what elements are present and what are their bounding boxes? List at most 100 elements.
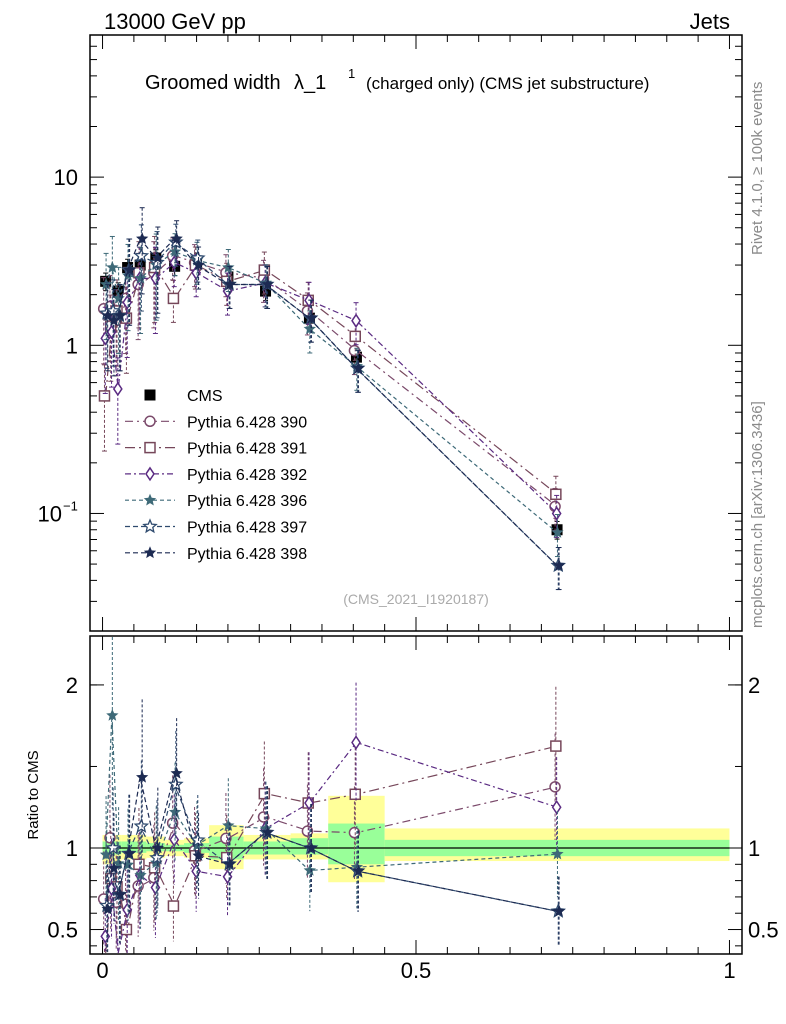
chart-title-main: Groomed width	[145, 72, 281, 94]
chart-title-rest: (charged only) (CMS jet substructure)	[366, 74, 649, 93]
ratio-point	[258, 787, 271, 800]
ratio-point	[123, 847, 136, 859]
ratio-ytick-label-right: 1	[748, 836, 760, 861]
main-panel-frame	[89, 34, 743, 632]
ratio-xtick-label: 0.5	[401, 958, 432, 983]
data-point	[133, 247, 150, 263]
ratio-ytick-label-left: 0.5	[47, 918, 78, 943]
data-point	[192, 258, 205, 271]
data-point	[223, 278, 237, 290]
data-point	[167, 292, 180, 305]
ratio-point	[189, 831, 206, 847]
ratio-xtick-label: 1	[723, 958, 735, 983]
ratio-point	[349, 788, 361, 801]
ratio-point	[104, 832, 116, 844]
chart-title-superscript: 1	[348, 66, 355, 81]
ratio-point	[168, 776, 184, 792]
ratio-point	[105, 839, 121, 855]
series-5	[99, 223, 566, 591]
data-point	[101, 309, 114, 321]
ratio-point	[120, 923, 133, 936]
ratio-point	[305, 841, 318, 854]
ratio-point	[106, 709, 119, 721]
ratio-point	[151, 841, 164, 854]
ratio-point	[150, 856, 163, 869]
ratio-series	[97, 637, 566, 954]
ratio-point	[549, 781, 561, 793]
data-point	[170, 232, 183, 244]
data-point	[151, 251, 164, 264]
legend-label: Pythia 6.428 397	[187, 520, 307, 537]
series-3	[100, 244, 562, 538]
data-point	[149, 254, 165, 270]
ratio-point	[149, 849, 165, 865]
data-point	[351, 313, 361, 329]
ratio-ytick-label-left: 2	[66, 673, 78, 698]
data-point	[350, 351, 362, 363]
ratio-point	[99, 848, 113, 861]
data-point	[98, 390, 111, 402]
band-inner-1	[121, 841, 147, 853]
data-point	[106, 261, 119, 273]
chart-title-symbol: λ_1	[294, 72, 326, 94]
legend-label: Pythia 6.428 391	[187, 441, 307, 458]
ratio-point	[301, 825, 314, 837]
ratio-point	[101, 902, 114, 915]
legend-marker	[145, 466, 155, 482]
data-point	[107, 314, 121, 326]
ratio-point	[136, 770, 149, 783]
main-ytick-label: 10	[38, 501, 62, 526]
ratio-point	[107, 861, 121, 874]
data-point	[136, 232, 149, 244]
legend: CMS Pythia 6.428 390 Pythia 6.428 391 Pythi…	[125, 388, 307, 563]
ratio-point	[352, 864, 365, 877]
ratio-point	[223, 857, 237, 870]
side-label-top: Rivet 4.1.0, ≥ 100k events	[749, 82, 766, 255]
data-point	[99, 278, 113, 290]
legend-marker	[144, 415, 156, 428]
ratio-point	[551, 847, 564, 860]
ratio-y-label: Ratio to CMS	[25, 750, 42, 839]
data-point	[123, 263, 136, 276]
ratio-point	[190, 838, 204, 851]
ratio-point	[550, 740, 562, 752]
data-point	[551, 526, 564, 538]
data-point	[305, 311, 318, 324]
ratio-point	[261, 826, 274, 838]
energy-label: 13000 GeV pp	[104, 9, 246, 34]
data-point	[112, 291, 125, 304]
ratio-point	[133, 818, 150, 833]
legend-label: Pythia 6.428 396	[187, 493, 307, 510]
ratio-xtick-label: 0	[96, 958, 108, 983]
main-ytick-exponent: −1	[63, 498, 78, 513]
main-ytick-label: 1	[66, 333, 78, 358]
ratio-point	[114, 888, 127, 900]
chart-title: Groomed width λ_1 1 (charged only) (CMS …	[145, 66, 649, 94]
data-point	[349, 330, 361, 343]
ratio-point	[551, 799, 562, 815]
ratio-point	[222, 819, 235, 831]
data-point	[121, 269, 135, 281]
ratio-point	[303, 864, 316, 876]
legend-label: Pythia 6.428 398	[187, 546, 307, 563]
legend-marker	[143, 493, 157, 506]
series-4	[99, 233, 564, 558]
legend-marker	[143, 546, 157, 559]
legend-marker	[144, 389, 156, 401]
legend-label: Pythia 6.428 390	[187, 414, 307, 431]
series-6	[101, 207, 566, 591]
ratio-point	[552, 904, 566, 917]
ratio-ytick-label-left: 1	[66, 836, 78, 861]
series-1	[97, 237, 561, 531]
data-point	[261, 278, 274, 290]
legend-marker	[144, 441, 156, 454]
data-point	[551, 506, 562, 521]
ratio-point	[168, 805, 182, 818]
main-series	[97, 207, 566, 591]
ratio-point	[170, 766, 183, 779]
ratio-line	[105, 741, 558, 954]
data-point	[114, 309, 127, 321]
legend-label: CMS	[187, 388, 223, 405]
